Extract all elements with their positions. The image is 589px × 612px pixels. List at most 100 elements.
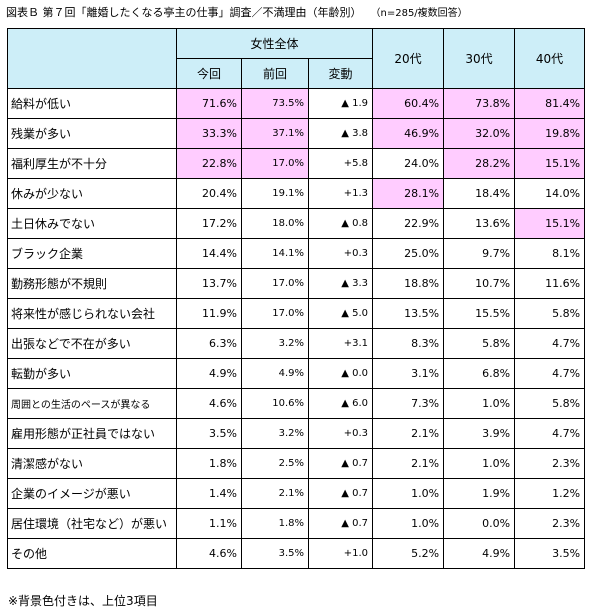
col-header-delta: 変動 [307, 58, 374, 89]
table-row: 勤務形態が不規則 13.7% 17.0% ▲ 3.3 18.8% 10.7% 11.6% [7, 268, 586, 299]
table-row: 休みが少ない 20.4% 19.1% +1.3 28.1% 18.4% 14.0% [7, 178, 586, 209]
table-row: 出張などで不在が多い 6.3% 3.2% +3.1 8.3% 5.8% 4.7% [7, 328, 586, 359]
value-40s: 4.7% [514, 418, 586, 449]
value-30s: 18.4% [443, 178, 516, 209]
value-delta: +0.3 [307, 238, 374, 269]
value-30s: 73.8% [443, 88, 516, 119]
row-label: 転勤が多い [7, 358, 177, 389]
row-label: 休みが少ない [7, 178, 177, 209]
value-now: 22.8% [176, 148, 242, 179]
row-label: ブラック企業 [7, 238, 177, 269]
value-40s: 4.7% [514, 328, 586, 359]
value-now: 14.4% [176, 238, 242, 269]
row-label: 勤務形態が不規則 [7, 268, 177, 299]
value-30s: 1.0% [443, 388, 516, 419]
value-prev: 14.1% [241, 238, 309, 269]
value-prev: 3.5% [241, 538, 309, 569]
value-now: 71.6% [176, 88, 242, 119]
row-label: 給料が低い [7, 88, 177, 119]
table-row: 転勤が多い 4.9% 4.9% ▲ 0.0 3.1% 6.8% 4.7% [7, 358, 586, 389]
value-30s: 3.9% [443, 418, 516, 449]
value-delta: ▲ 5.0 [307, 298, 374, 329]
corner-header [7, 28, 177, 89]
value-40s: 5.8% [514, 388, 586, 419]
value-now: 1.1% [176, 508, 242, 539]
value-40s: 11.6% [514, 268, 586, 299]
value-now: 3.5% [176, 418, 242, 449]
value-40s: 2.3% [514, 448, 586, 479]
footnote: ※背景色付きは、上位3項目 [8, 594, 158, 608]
value-30s: 1.0% [443, 448, 516, 479]
value-20s: 8.3% [372, 328, 445, 359]
table-row: 給料が低い 71.6% 73.5% ▲ 1.9 60.4% 73.8% 81.4% [7, 88, 586, 119]
value-40s: 15.1% [514, 148, 586, 179]
table-row: 雇用形態が正社員ではない 3.5% 3.2% +0.3 2.1% 3.9% 4.7% [7, 418, 586, 449]
value-20s: 5.2% [372, 538, 445, 569]
value-30s: 28.2% [443, 148, 516, 179]
value-now: 4.6% [176, 388, 242, 419]
value-30s: 10.7% [443, 268, 516, 299]
value-now: 17.2% [176, 208, 242, 239]
value-20s: 18.8% [372, 268, 445, 299]
table-row: 将来性が感じられない会社 11.9% 17.0% ▲ 5.0 13.5% 15.5% 5.8… [7, 298, 586, 329]
row-label: 清潔感がない [7, 448, 177, 479]
value-delta: ▲ 0.7 [307, 508, 374, 539]
value-20s: 22.9% [372, 208, 445, 239]
value-20s: 1.0% [372, 478, 445, 509]
value-prev: 17.0% [241, 268, 309, 299]
value-prev: 10.6% [241, 388, 309, 419]
value-prev: 17.0% [241, 298, 309, 329]
table-row: 土日休みでない 17.2% 18.0% ▲ 0.8 22.9% 13.6% 15.1% [7, 208, 586, 239]
table-row: 周囲との生活のペースが異なる 4.6% 10.6% ▲ 6.0 7.3% 1.0% 5.8% [7, 388, 586, 419]
table-row: 居住環境（社宅など）が悪い 1.1% 1.8% ▲ 0.7 1.0% 0.0% 2.3% [7, 508, 586, 539]
row-label: 企業のイメージが悪い [7, 478, 177, 509]
value-prev: 18.0% [241, 208, 309, 239]
value-30s: 13.6% [443, 208, 516, 239]
value-prev: 4.9% [241, 358, 309, 389]
value-30s: 0.0% [443, 508, 516, 539]
age-header-30s: 30代 [443, 28, 516, 89]
value-prev: 73.5% [241, 88, 309, 119]
row-label: 将来性が感じられない会社 [7, 298, 177, 329]
value-30s: 1.9% [443, 478, 516, 509]
value-delta: +5.8 [307, 148, 374, 179]
value-delta: ▲ 0.7 [307, 478, 374, 509]
value-delta: ▲ 1.9 [307, 88, 374, 119]
table-body: 給料が低い 71.6% 73.5% ▲ 1.9 60.4% 73.8% 81.4% 残業が多い… [7, 88, 586, 569]
row-label: その他 [7, 538, 177, 569]
row-label: 残業が多い [7, 118, 177, 149]
group-header: 女性全体 [175, 28, 374, 59]
value-now: 4.6% [176, 538, 242, 569]
value-20s: 7.3% [372, 388, 445, 419]
value-20s: 2.1% [372, 448, 445, 479]
value-prev: 2.1% [241, 478, 309, 509]
row-label: 雇用形態が正社員ではない [7, 418, 177, 449]
value-prev: 3.2% [241, 328, 309, 359]
row-label: 福利厚生が不十分 [7, 148, 177, 179]
value-now: 4.9% [176, 358, 242, 389]
table-row: 清潔感がない 1.8% 2.5% ▲ 0.7 2.1% 1.0% 2.3% [7, 448, 586, 479]
value-20s: 3.1% [372, 358, 445, 389]
value-40s: 1.2% [514, 478, 586, 509]
value-prev: 2.5% [241, 448, 309, 479]
value-30s: 15.5% [443, 298, 516, 329]
value-prev: 17.0% [241, 148, 309, 179]
row-label: 出張などで不在が多い [7, 328, 177, 359]
title-text: 図表Ｂ 第７回「離婚したくなる亭主の仕事」調査／不満理由（年齢別） [6, 6, 362, 19]
value-20s: 13.5% [372, 298, 445, 329]
table-row: 残業が多い 33.3% 37.1% ▲ 3.8 46.9% 32.0% 19.8% [7, 118, 586, 149]
value-now: 1.4% [176, 478, 242, 509]
value-20s: 28.1% [372, 178, 445, 209]
value-30s: 6.8% [443, 358, 516, 389]
value-20s: 46.9% [372, 118, 445, 149]
value-delta: ▲ 3.3 [307, 268, 374, 299]
value-30s: 5.8% [443, 328, 516, 359]
table-row: 福利厚生が不十分 22.8% 17.0% +5.8 24.0% 28.2% 15.1% [7, 148, 586, 179]
value-delta: ▲ 0.0 [307, 358, 374, 389]
value-now: 33.3% [176, 118, 242, 149]
value-now: 20.4% [176, 178, 242, 209]
age-header-40s: 40代 [514, 28, 586, 89]
value-40s: 19.8% [514, 118, 586, 149]
value-30s: 4.9% [443, 538, 516, 569]
value-now: 6.3% [176, 328, 242, 359]
